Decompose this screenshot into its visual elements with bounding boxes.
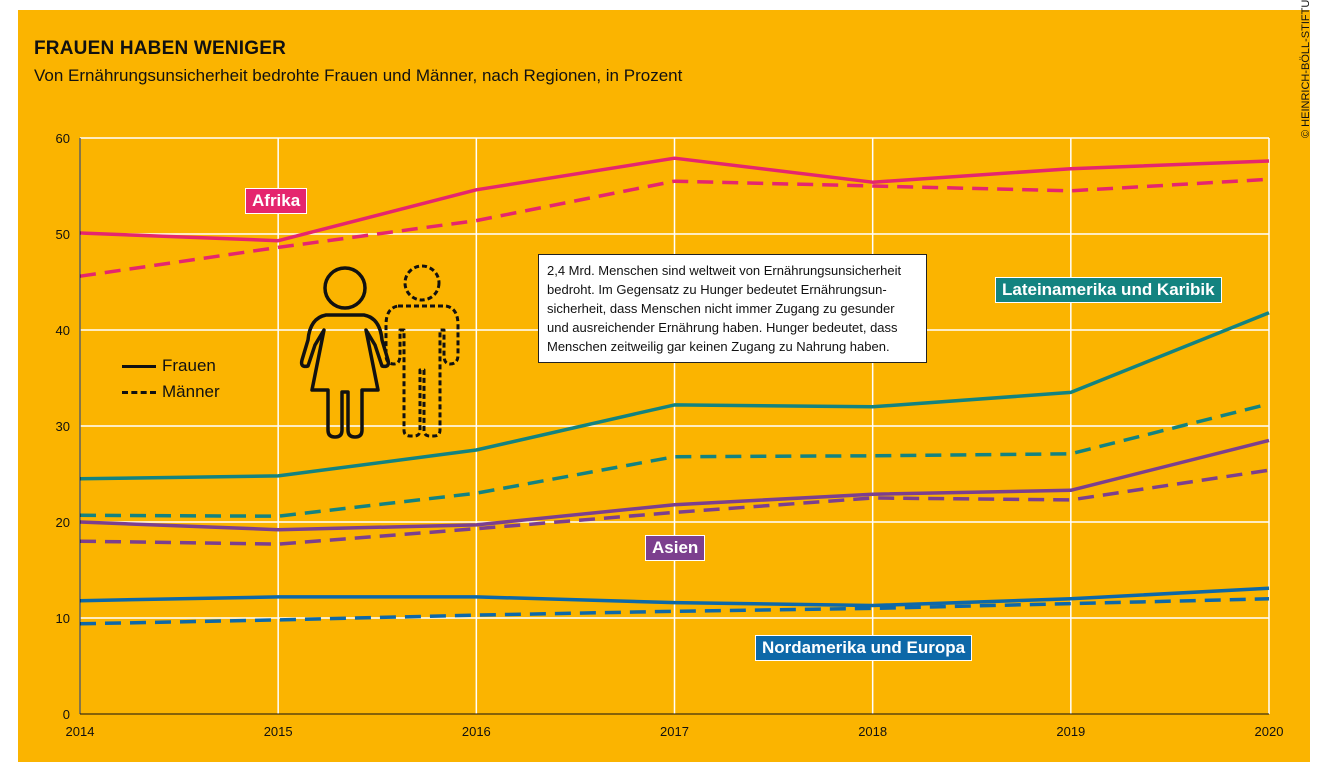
x-tick-label: 2020: [1255, 724, 1284, 739]
axes: 0 10 20 30 40 50 60 2014 2015 2016 2017 2018 2019 202…: [56, 131, 1284, 739]
legend-item-maenner: Männer: [122, 379, 220, 405]
series-line-nordamerika-frauen: [79, 586, 1270, 608]
x-tick-label: 2018: [858, 724, 887, 739]
y-tick-label: 20: [56, 515, 70, 530]
region-label-asien: Asien: [644, 535, 706, 561]
y-tick-label: 0: [63, 707, 70, 722]
y-tick-label: 30: [56, 419, 70, 434]
x-tick-label: 2017: [660, 724, 689, 739]
woman-icon: [299, 266, 391, 439]
legend-label-maenner: Männer: [162, 382, 220, 401]
x-tick-label: 2014: [66, 724, 95, 739]
legend: Frauen Männer: [122, 353, 220, 405]
series-line-asien-frauen: [79, 438, 1270, 532]
series-lines: [79, 156, 1270, 626]
series-line-afrika-maenner: [79, 177, 1270, 278]
legend-item-frauen: Frauen: [122, 353, 220, 379]
y-tick-label: 60: [56, 131, 70, 146]
series-line-lateinamerika-frauen: [79, 311, 1270, 481]
grid: [79, 137, 1270, 714]
people-icon: [299, 264, 460, 439]
man-icon: [384, 264, 460, 438]
legend-label-frauen: Frauen: [162, 356, 216, 375]
region-label-nordamerika: Nordamerika und Europa: [754, 635, 973, 661]
series-line-afrika-frauen: [79, 156, 1270, 243]
chart-subtitle: Von Ernährungsunsicherheit bedrohte Frau…: [34, 66, 683, 85]
chart-panel: [18, 10, 1310, 762]
chart-title: FRAUEN HABEN WENIGER: [34, 38, 287, 59]
x-tick-label: 2019: [1056, 724, 1085, 739]
y-tick-label: 50: [56, 227, 70, 242]
region-label-lateinamerika: Lateinamerika und Karibik: [995, 277, 1222, 303]
solid-line-swatch: [122, 364, 156, 368]
x-tick-label: 2016: [462, 724, 491, 739]
annotation-box: 2,4 Mrd. Menschen sind weltweit von Ernä…: [538, 254, 927, 363]
x-tick-label: 2015: [264, 724, 293, 739]
y-tick-label: 40: [56, 323, 70, 338]
dashed-line-swatch: [122, 390, 156, 394]
region-label-afrika: Afrika: [244, 188, 308, 214]
y-tick-label: 10: [56, 611, 70, 626]
